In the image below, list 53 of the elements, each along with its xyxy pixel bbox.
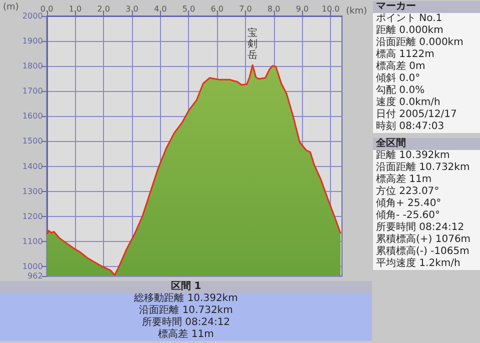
y-tick-label: 1300: [22, 186, 43, 196]
text: 標高差 0m: [373, 61, 480, 73]
y-tick-label: 1700: [22, 86, 43, 96]
x-tick-label: 7.0: [239, 4, 252, 14]
y-tick-label: 962: [28, 272, 43, 280]
text: 標高差 11m: [373, 174, 480, 186]
y-tick-label: 1000: [22, 262, 43, 271]
text: 勾配 0.0%: [373, 85, 480, 97]
y-tick-label: 2000: [22, 12, 43, 20]
x-tick-label: 8.0: [268, 4, 280, 14]
text: 傾角- -25.60°: [373, 210, 480, 222]
text: 全区間: [373, 138, 480, 150]
x-tick-label: 4.0: [154, 4, 167, 14]
x-tick-label: 5.0: [182, 4, 196, 14]
text: ポイント No.1: [373, 13, 480, 25]
text: 沿面距離 10.732km: [0, 305, 372, 317]
y-tick-label: 1400: [22, 162, 43, 171]
x-tick-label: 0.0: [40, 4, 54, 14]
annotation: 宝剣岳: [248, 27, 258, 62]
text: 累積標高(+) 1076m: [373, 234, 480, 246]
x-tick-label: 9.0: [296, 4, 309, 14]
text: 時刻 08:47:03: [373, 121, 480, 133]
text: 標高 1122m: [373, 49, 480, 61]
text: マーカー: [373, 1, 480, 13]
y-tick-label: 1100: [22, 236, 43, 246]
text: 標高差 11m: [0, 329, 372, 341]
x-axis-title: (km): [346, 6, 368, 16]
text: 距離 10.392km: [373, 150, 480, 162]
text: 所要時間 08:24:12: [0, 317, 372, 329]
x-tick-label: 10.0: [322, 4, 340, 14]
text: 所要時間 08:24:12: [373, 222, 480, 234]
x-tick-label: 3.0: [126, 4, 138, 14]
text: 沿面距離 0.000km: [373, 37, 480, 49]
text: 累積標高(-) -1065m: [373, 246, 480, 258]
text: 沿面距離 10.732km: [373, 162, 480, 174]
text: 平均速度 1.2km/h: [373, 258, 480, 270]
text: 日付 2005/12/17: [373, 109, 480, 121]
y-tick-label: 1200: [22, 212, 43, 221]
text: 傾斜 0.0°: [373, 73, 480, 85]
text: 方位 223.07°: [373, 186, 480, 198]
y-axis-title: (m): [2, 2, 19, 13]
text: 距離 0.000km: [373, 25, 480, 37]
text: 速度 0.0km/h: [373, 97, 480, 109]
y-tick-label: 1800: [22, 62, 43, 71]
text: 傾角+ 25.40°: [373, 198, 480, 210]
x-tick-label: 6.0: [210, 4, 224, 14]
y-tick-label: 1600: [22, 112, 43, 121]
y-tick-label: 1900: [22, 36, 43, 46]
x-tick-label: 1.0: [68, 4, 82, 14]
text: 総移動距離 10.392km: [0, 293, 372, 305]
text: 区間 1: [0, 281, 372, 293]
x-tick-label: 2.0: [97, 4, 110, 14]
y-tick-label: 1500: [22, 136, 43, 146]
